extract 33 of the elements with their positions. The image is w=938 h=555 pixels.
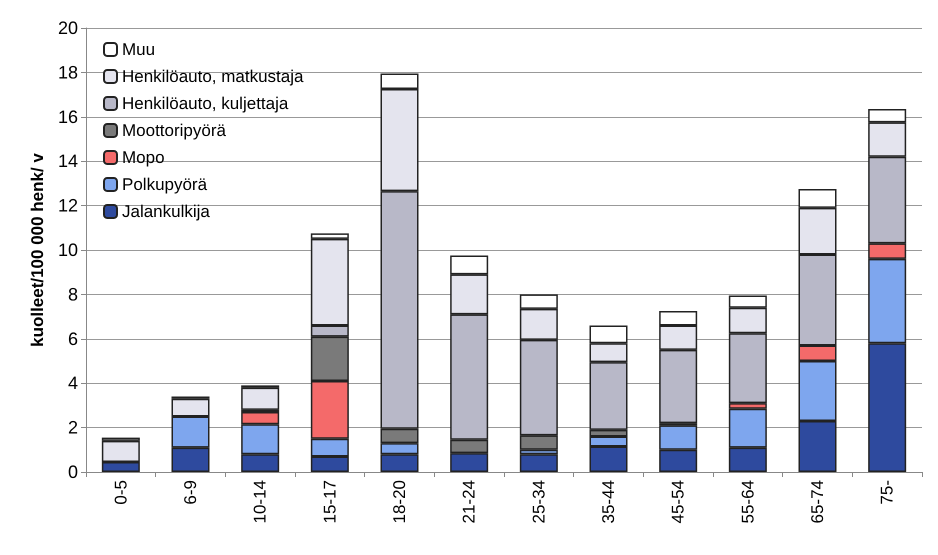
legend-label: Mopo [122,148,165,167]
x-tick-label: 25-34 [529,480,548,524]
y-tick-label: 12 [58,196,78,216]
legend-label: Jalankulkija [122,202,210,221]
bar [520,454,558,472]
legend-label: Henkilöauto, kuljettaja [122,94,289,113]
y-tick-label: 4 [68,373,78,394]
legend-label: Polkupyörä [122,175,208,194]
x-tick-label: 6-9 [181,480,200,505]
x-tick-label: 45-54 [668,480,688,524]
y-tick-label: 8 [68,284,78,304]
y-tick-label: 10 [58,240,78,260]
legend-label: Muu [122,40,156,59]
x-tick-label: 10-14 [250,480,270,524]
x-tick-label: 0-5 [111,480,130,505]
y-axis-title: kuolleet/100 000 henk/ v [28,152,47,347]
x-tick-label: 75- [878,480,897,505]
y-tick-label: 14 [58,151,78,172]
bar [241,388,280,410]
x-tick-label: 35-44 [599,480,618,524]
legend-label: Henkilöauto, matkustaja [122,67,304,86]
x-tick-label: 21-24 [460,480,479,524]
y-tick-label: 6 [68,328,78,349]
y-tick-label: 18 [58,62,78,82]
y-tick-label: 2 [68,418,78,438]
x-tick-label: 15-17 [320,480,340,524]
y-tick-label: 0 [68,462,78,482]
x-tick-label: 65-74 [808,480,827,524]
x-tick-label: 18-20 [390,480,409,524]
y-tick-label: 16 [58,106,78,127]
legend-label: Moottoripyörä [122,121,226,140]
x-tick-label: 55-64 [738,480,758,524]
y-tick-label: 20 [58,18,78,38]
